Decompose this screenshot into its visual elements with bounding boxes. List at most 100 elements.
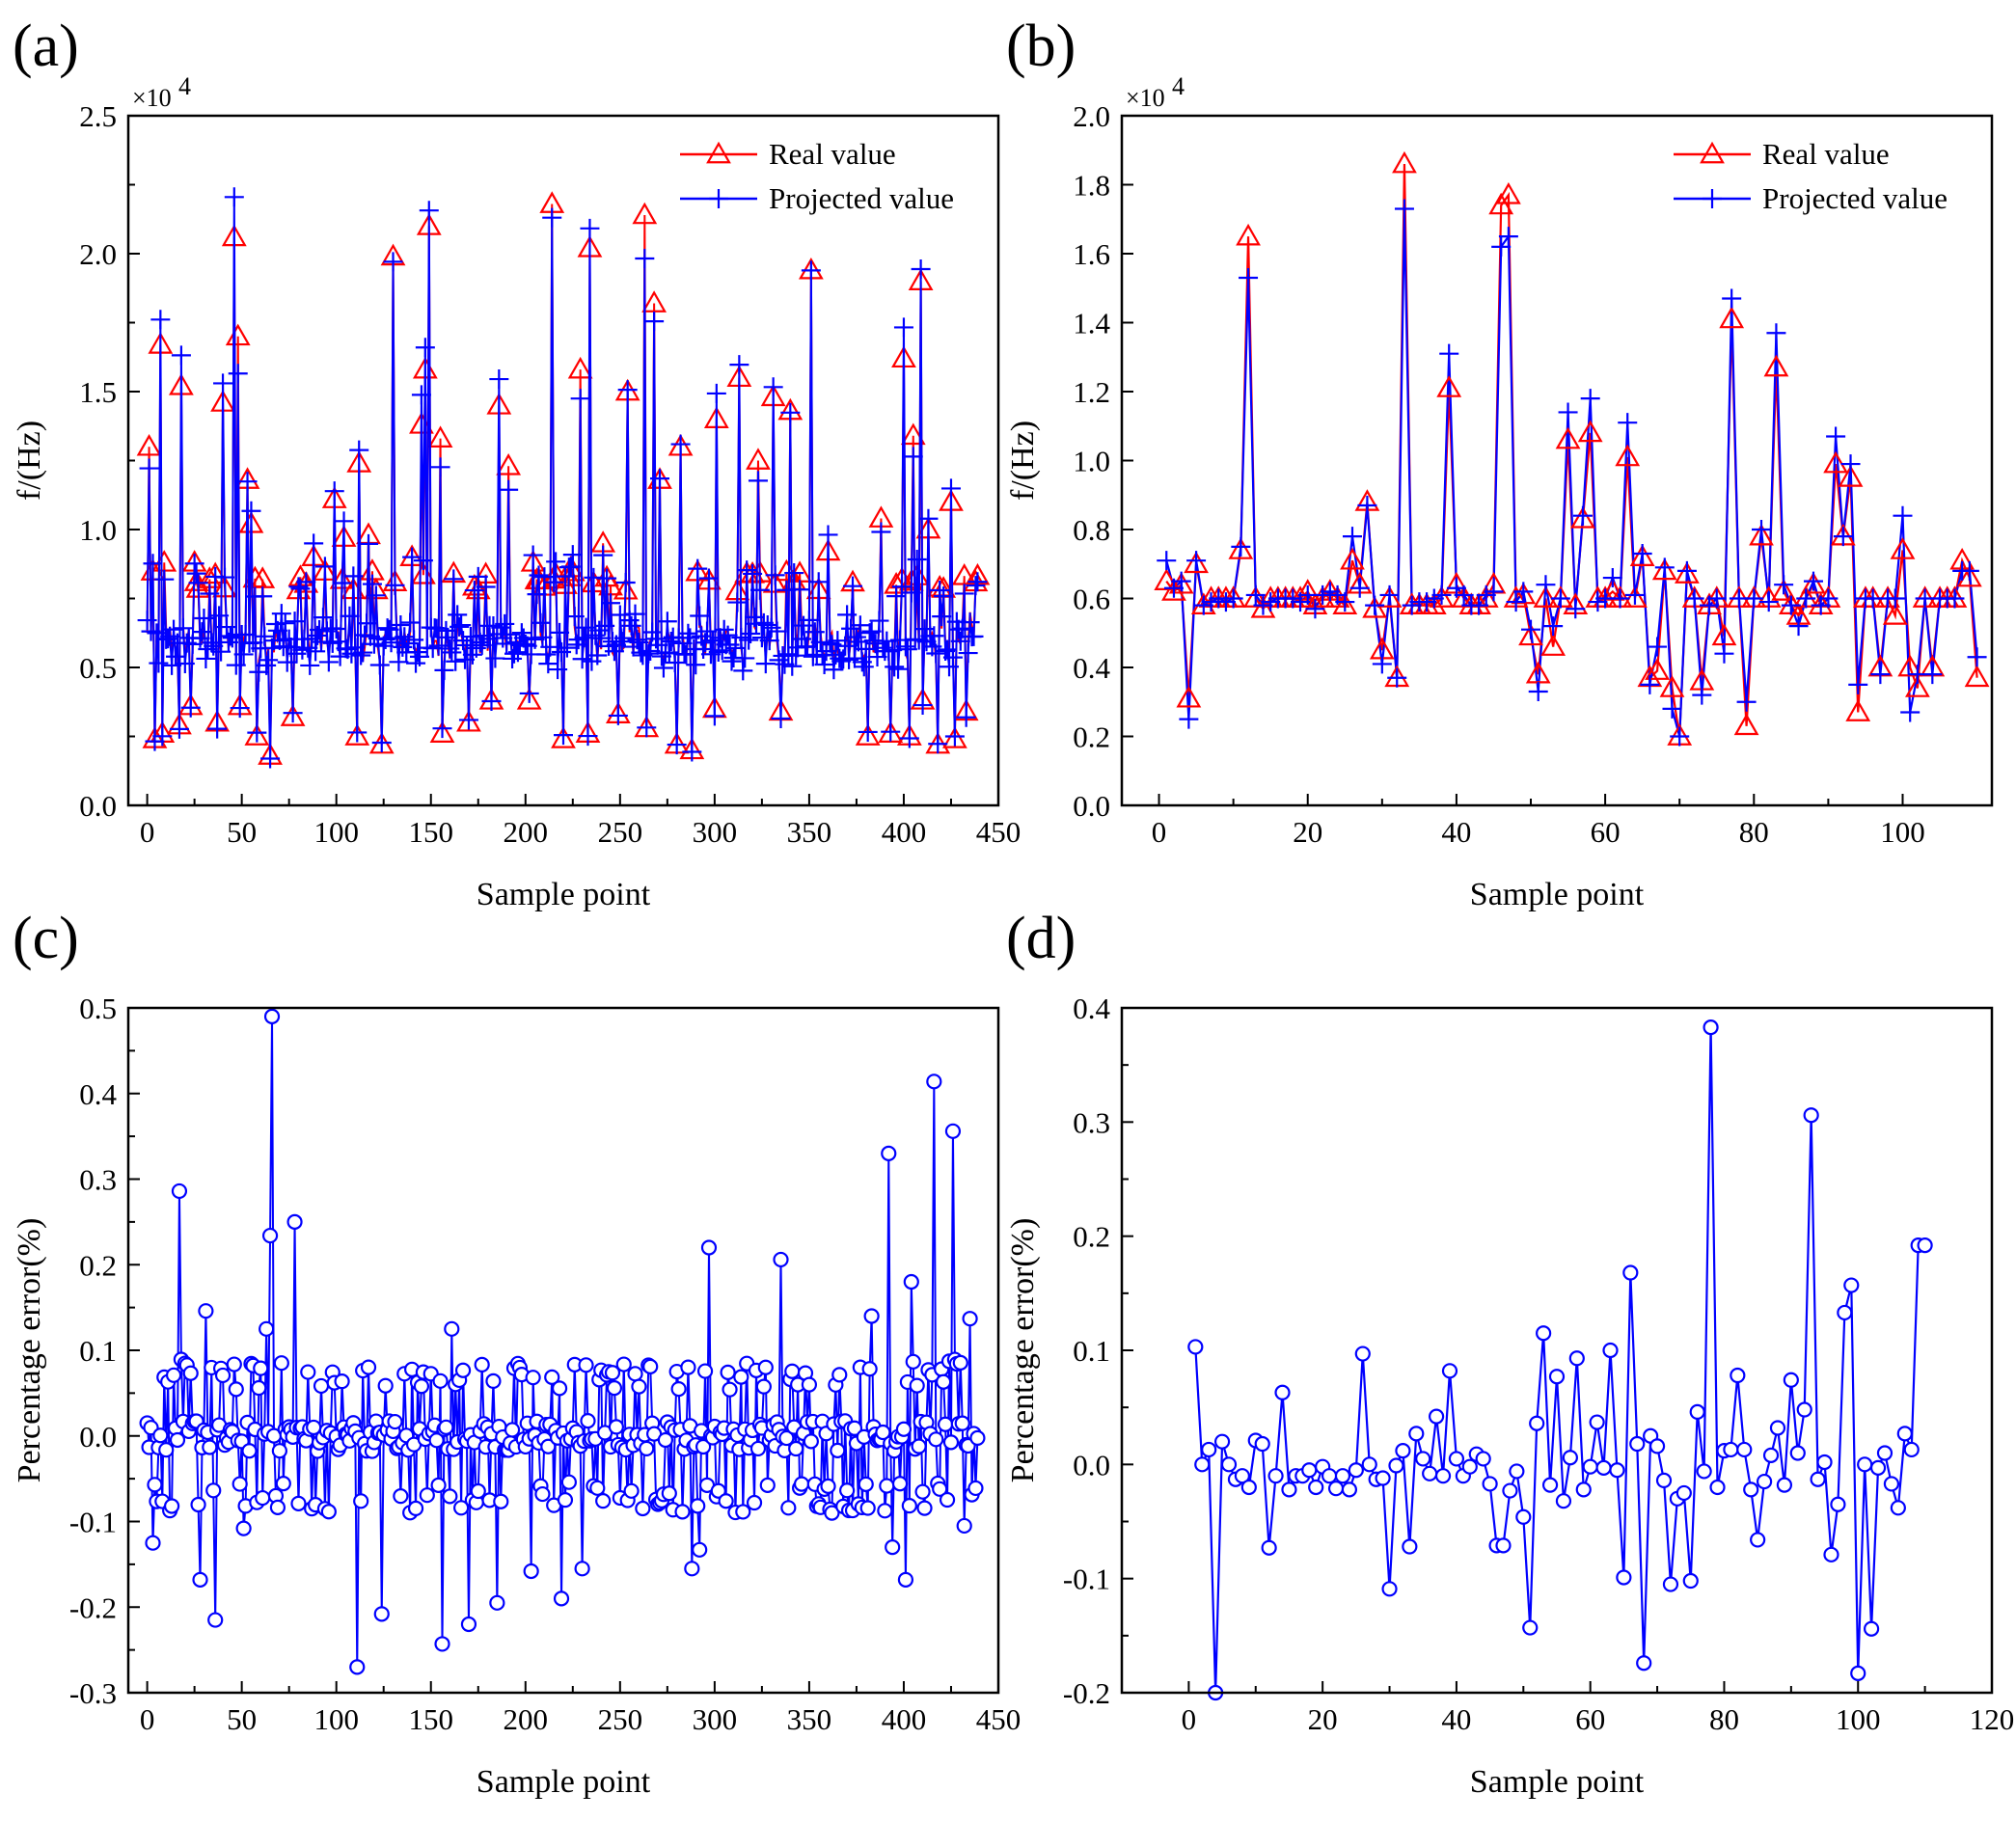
projected-value-point [413,551,433,571]
error-point [877,1503,893,1519]
projected-value-point [564,607,585,627]
x-tick-label: 150 [408,1702,453,1736]
panel-label: (b) [1006,14,1076,79]
real-value-point [344,723,370,746]
error-point [803,1433,819,1450]
projected-value-point [1796,588,1816,609]
projected-value-point [1521,619,1541,639]
projected-value-point [432,719,452,739]
error-point [334,1373,350,1390]
projected-value-point [451,615,472,636]
projected-value-point [578,726,598,747]
projected-value-point [1223,588,1243,609]
y-tick-label: 0.3 [1073,1105,1110,1139]
error-point [1575,1481,1592,1498]
error-point [1522,1619,1539,1636]
error-point [909,1377,925,1394]
error-point [1896,1426,1913,1442]
error-point [313,1377,330,1395]
projected-value-point [438,627,458,647]
real-value-point [1905,675,1930,697]
y-tick-label: -0.1 [69,1506,117,1539]
error-point [780,1500,797,1516]
projected-value-point [554,725,573,746]
error-point [969,1429,986,1447]
projected-value-point [1840,454,1861,475]
projected-value-point [966,576,986,596]
error-point [944,1123,962,1139]
projected-value-point [637,718,657,738]
error-point [615,1356,632,1373]
projected-value-point [562,545,583,565]
projected-value-point [360,626,380,646]
error-point [493,1493,509,1509]
projected-value-point [194,608,214,628]
x-axis-title: Sample point [477,1764,651,1800]
projected-value-point [259,650,279,670]
projected-value-point [852,652,872,672]
error-point [373,1606,390,1622]
x-axis-title: Sample point [1470,877,1645,912]
error-point [863,1308,880,1324]
x-tick-label: 60 [1591,815,1621,849]
projected-value-point [733,661,753,681]
real-value-point [1956,564,1982,587]
projected-value-point [797,637,817,657]
real-value-point [1533,585,1559,608]
projected-value-point [688,558,708,579]
legend-label-projected: Projected value [769,181,954,215]
projected-value-point [869,611,889,631]
error-point [1240,1479,1257,1496]
projected-value-point [215,567,235,587]
error-point [1689,1403,1705,1421]
error-point [631,1378,647,1395]
real-value-point [1622,585,1648,608]
projected-value-point [932,607,952,627]
error-point [1582,1458,1598,1475]
projected-value-point [888,659,909,679]
projected-value-point [695,633,716,653]
projected-value-point [844,648,864,668]
real-value-point [641,290,667,313]
y-tick-label: 1.0 [79,513,117,547]
projected-value-point [442,642,462,663]
real-value-point [1823,450,1848,474]
projected-value-point [154,569,175,589]
error-point [824,1505,840,1521]
projected-value-point [1826,426,1846,447]
projected-value-point [310,619,330,639]
projected-value-point [702,631,722,651]
projected-value-point [312,632,332,652]
error-point [534,1485,551,1503]
projected-value-point [411,385,431,405]
error-point [788,1440,804,1457]
error-point [300,1364,316,1380]
projected-value-point [359,533,379,554]
x-tick-label: 100 [1880,815,1925,849]
x-tick-label: 350 [787,815,832,849]
projected-value-point [780,402,801,422]
projected-value-point [818,525,838,545]
error-point [253,1360,269,1376]
projected-value-point [474,626,494,646]
projected-value-point [913,695,933,716]
error-point [1354,1345,1371,1362]
projected-value-point [627,630,647,650]
real-value-point [1310,585,1336,608]
error-point [680,1359,696,1375]
error-point [1502,1482,1518,1499]
error-point [1441,1363,1458,1379]
error-point [377,1377,394,1394]
error-point [525,1370,541,1386]
error-point [251,1379,267,1397]
projected-value-point [169,719,189,739]
x-tick-label: 80 [1709,1702,1739,1736]
x-tick-label: 100 [1836,1702,1881,1736]
error-point [434,1636,450,1652]
error-point [1803,1107,1819,1124]
y-tick-label: 0.0 [79,1420,117,1454]
projected-value-point [1788,616,1809,637]
projected-value-point [731,627,751,647]
error-point [914,1483,931,1500]
projected-value-point [402,547,422,567]
